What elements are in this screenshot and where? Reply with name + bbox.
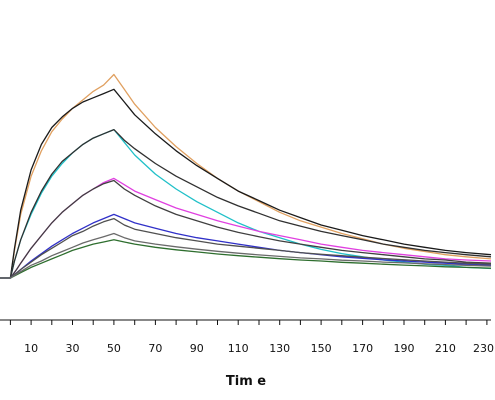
- x-tick-label: 50: [107, 342, 121, 355]
- x-tick-label: 30: [66, 342, 80, 355]
- x-tick-label: 150: [311, 342, 332, 355]
- series-line-10: [0, 232, 492, 279]
- series-line-4: [0, 128, 492, 279]
- series-line-6: [0, 179, 492, 279]
- x-axis-title: Tim e: [226, 374, 266, 389]
- x-axis-ticks: [9, 320, 488, 325]
- x-tick-label: 10: [24, 342, 38, 355]
- series-line-9: [0, 239, 492, 279]
- series-layer: [0, 73, 492, 279]
- series-line-2: [0, 88, 492, 279]
- x-tick-label: 70: [148, 342, 162, 355]
- x-axis-tick-labels: 10 30 50 70 90 110 130 150 170 190 210 230: [24, 342, 494, 355]
- x-tick-label: 190: [394, 342, 415, 355]
- series-line-7: [0, 213, 492, 279]
- x-tick-label: 130: [269, 342, 290, 355]
- x-tick-label: 230: [473, 342, 494, 355]
- series-line-8: [0, 217, 492, 279]
- x-tick-label: 110: [228, 342, 249, 355]
- x-tick-label: 210: [435, 342, 456, 355]
- x-tick-label: 170: [352, 342, 373, 355]
- x-tick-label: 90: [190, 342, 204, 355]
